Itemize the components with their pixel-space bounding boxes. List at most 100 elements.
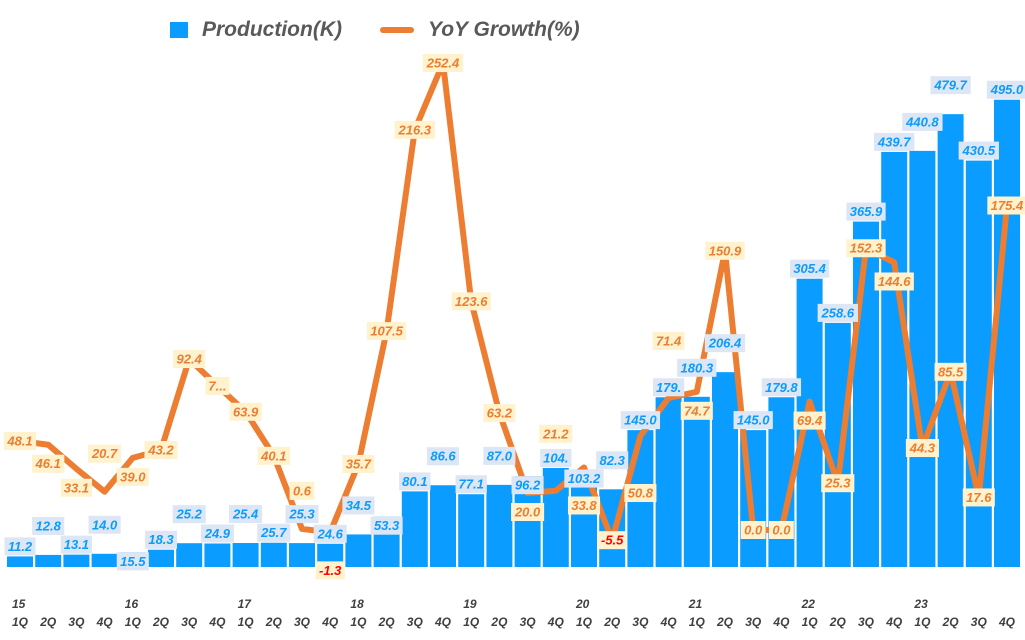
quarter-tick-label: 1Q (238, 615, 255, 629)
bar-label-bg (200, 524, 234, 543)
bar-label-bg (32, 516, 65, 535)
quarter-tick-label: 4Q (321, 615, 339, 629)
growth-label: 20.7 (91, 446, 118, 461)
quarter-tick-label: 2Q (716, 615, 734, 629)
growth-label-bg (173, 350, 206, 369)
quarter-tick-label: 3Q (632, 615, 649, 629)
year-tick-label: 23 (913, 597, 928, 611)
bar (91, 553, 118, 567)
growth-label: 252.4 (426, 56, 460, 71)
bar-label: 12.8 (36, 518, 62, 533)
bar (204, 543, 231, 567)
year-tick-label: 16 (125, 597, 139, 611)
quarter-tick-label: 2Q (152, 615, 170, 629)
bar-label-bg (761, 378, 802, 397)
growth-label: 46.1 (35, 456, 61, 471)
bar-label-bg (596, 451, 629, 470)
bar-label: 77.1 (459, 477, 484, 492)
growth-label: 0.0 (772, 523, 791, 538)
bar (994, 99, 1020, 567)
bar-label-bg (172, 505, 206, 524)
bar-label: 305.4 (793, 261, 826, 276)
growth-label-bg (705, 241, 745, 260)
bar-label: 145.0 (737, 413, 770, 428)
bar-label-bg (426, 447, 460, 466)
growth-label: 39.0 (120, 469, 146, 484)
bar-label-bg (483, 446, 516, 465)
growth-label-bg (289, 481, 315, 500)
bar-label-bg (60, 535, 93, 554)
growth-label-bg (88, 444, 122, 463)
quarter-tick-label: 3Q (294, 615, 311, 629)
growth-label: 74.7 (684, 403, 710, 418)
bar-label: 14.0 (92, 517, 118, 532)
bar-label: 103.2 (568, 471, 601, 486)
bar (289, 543, 315, 567)
bar (824, 322, 851, 567)
growth-label-bg (680, 401, 713, 420)
bar-label-bg (88, 515, 121, 534)
bar-label-bg (789, 259, 830, 278)
growth-label-bg (846, 239, 886, 258)
quarter-tick-label: 4Q (885, 615, 903, 629)
growth-label-bg (257, 446, 290, 465)
bar-label-bg (399, 472, 431, 491)
marks (7, 60, 1020, 567)
quarter-tick-label: 1Q (689, 615, 706, 629)
growth-label: 92.4 (177, 352, 203, 367)
bar-label: 439.7 (877, 134, 911, 149)
legend-label-growth: YoY Growth(%) (427, 18, 580, 41)
bar-label: 25.2 (176, 507, 203, 522)
growth-label: 0.0 (744, 523, 763, 538)
bar-label: 258.6 (821, 305, 855, 320)
bar (486, 484, 513, 567)
bar-label: 25.4 (232, 507, 259, 522)
growth-label-bg (483, 404, 516, 423)
growth-label-bg (511, 503, 545, 521)
growth-label: 50.8 (628, 486, 654, 501)
bar (35, 554, 62, 567)
bar-label-bg (455, 475, 487, 494)
growth-label: 40.1 (260, 448, 286, 463)
growth-label-bg (144, 441, 178, 460)
bar-label: 180.3 (681, 360, 714, 375)
bar-label: 479.7 (933, 78, 967, 93)
bar-label-bg (958, 141, 999, 160)
bar-label-bg (257, 523, 291, 542)
quarter-tick-label: 1Q (12, 615, 29, 629)
growth-label: 123.6 (455, 294, 488, 309)
quarter-tick-label: 4Q (998, 615, 1016, 629)
quarter-tick-label: 3Q (407, 615, 424, 629)
quarter-tick-label: 1Q (576, 615, 593, 629)
growth-label-bg (597, 531, 627, 550)
year-tick-label: 15 (12, 597, 26, 611)
bar-label: 24.9 (204, 526, 231, 541)
bar-label: 179. (656, 380, 681, 395)
growth-label-bg (60, 478, 93, 497)
legend-swatch-growth (379, 27, 414, 33)
quarter-tick-label: 4Q (96, 615, 114, 629)
quarter-tick-label: 1Q (350, 615, 367, 629)
bar-label-bg (986, 80, 1025, 99)
data-labels: 11.212.813.114.0 15.518.325.224.925.425.7… (6, 56, 1024, 578)
bar-label: 82.3 (600, 453, 626, 468)
quarter-tick-label: 3Q (181, 615, 198, 629)
bar (260, 542, 287, 567)
growth-label: 35.7 (346, 456, 372, 471)
bar-label-bg (285, 505, 319, 524)
growth-label-bg (116, 467, 149, 486)
growth-label-bg (768, 521, 794, 539)
growth-point (102, 489, 107, 494)
bar-label: 179.8 (765, 380, 798, 395)
bar (317, 543, 344, 567)
bar-label-bg (677, 358, 717, 377)
quarter-tick-label: 3Q (68, 615, 85, 629)
bar (345, 534, 372, 567)
bar-label-bg (370, 516, 403, 535)
growth-label-bg (315, 561, 345, 580)
quarter-tick-label: 1Q (125, 615, 142, 629)
bar-label: 104. (543, 450, 568, 465)
bar-label: 430.5 (962, 143, 996, 158)
bar-label: 206.4 (708, 336, 742, 351)
quarter-tick-label: 2Q (378, 615, 396, 629)
